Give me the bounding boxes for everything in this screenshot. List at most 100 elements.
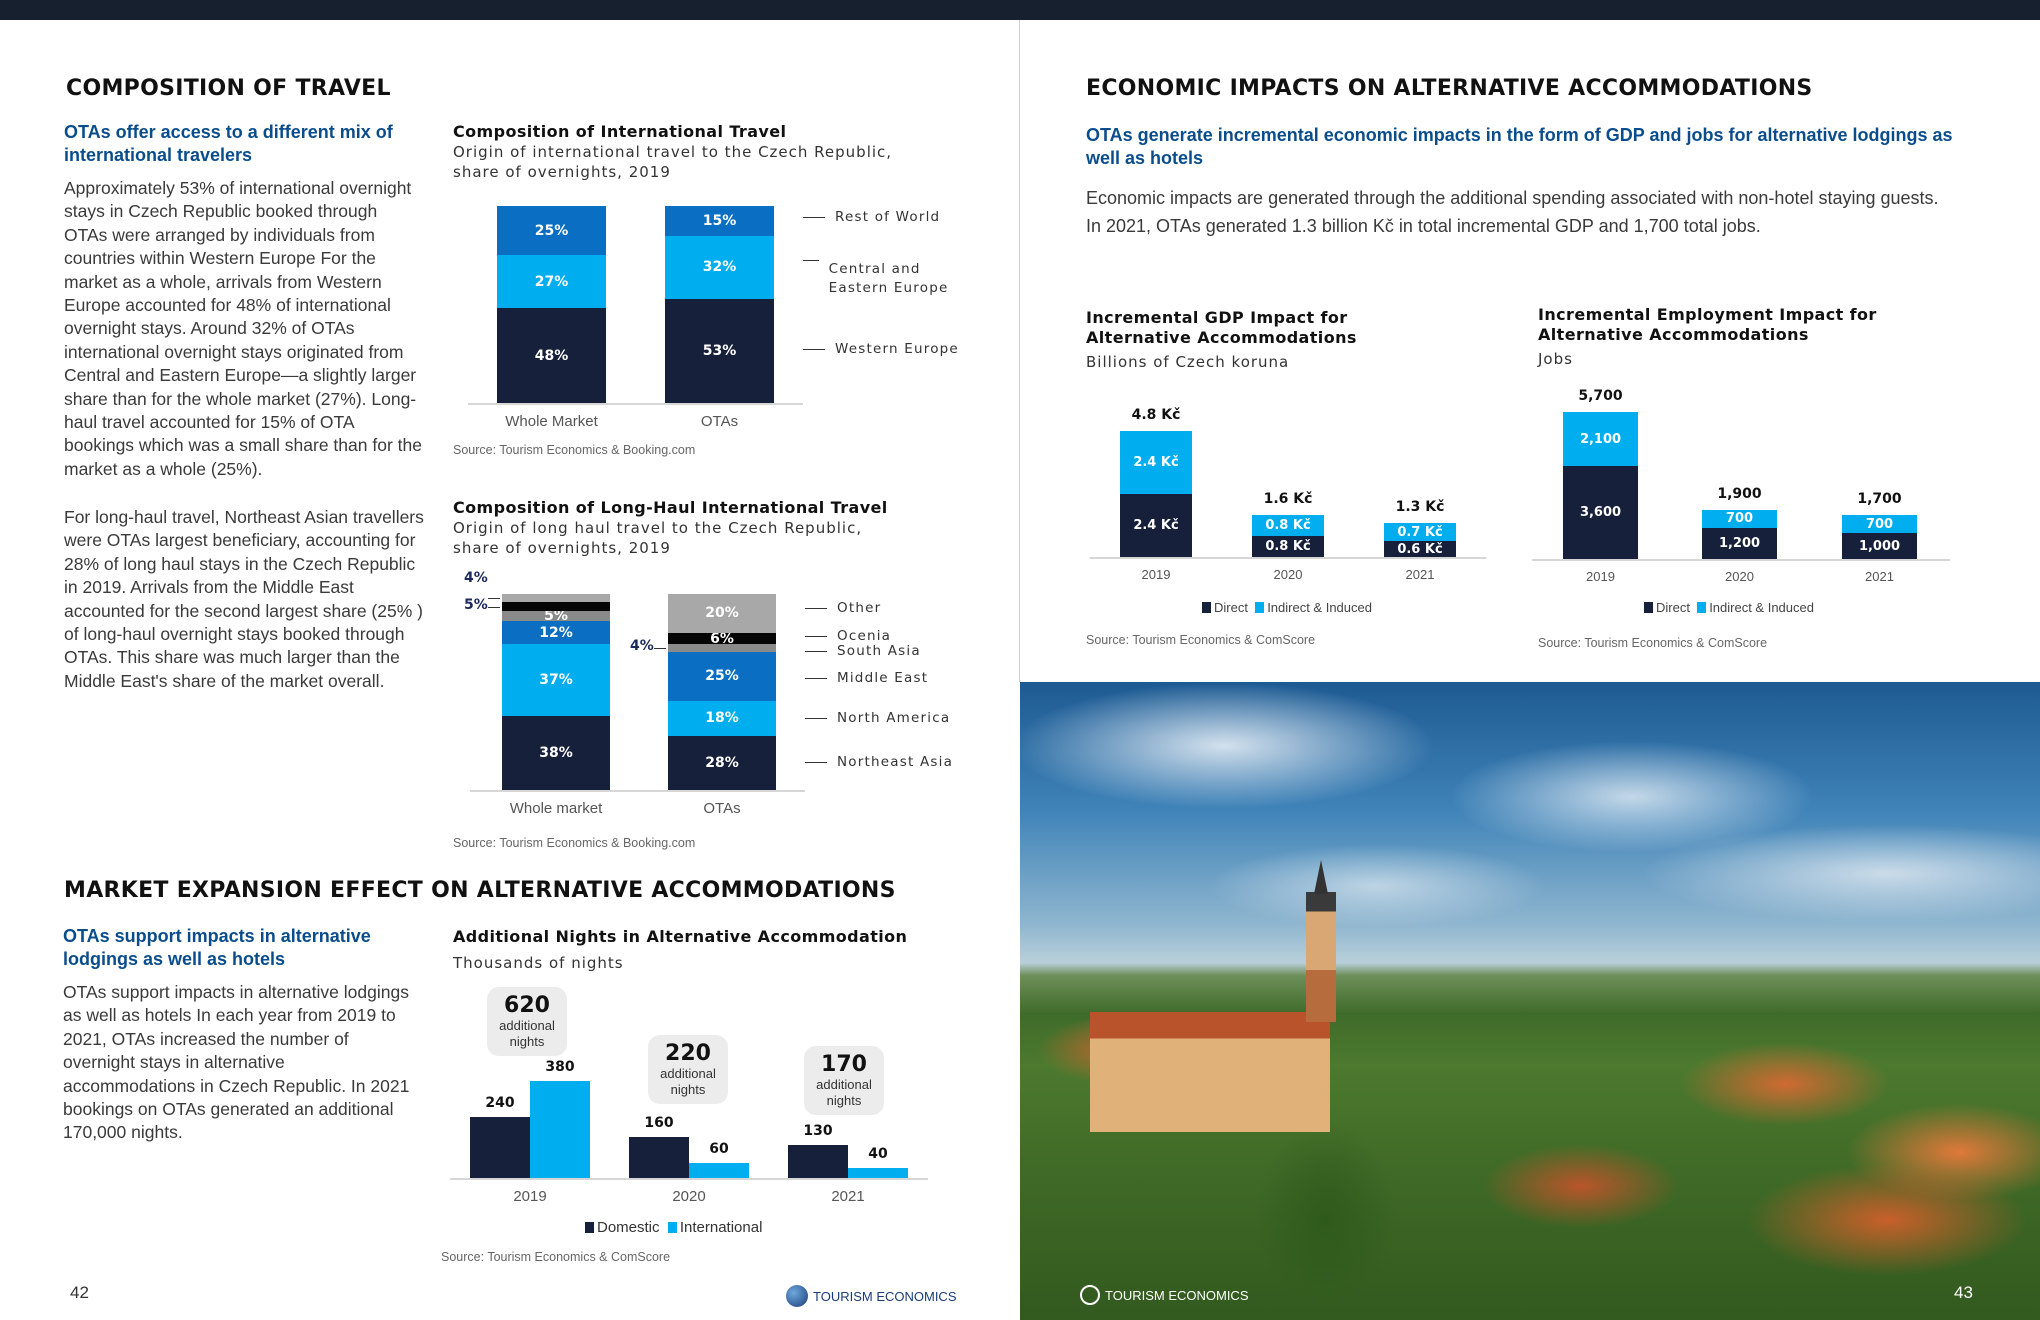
total-bubble: 620 additional nights (487, 987, 567, 1056)
bar-total: 1.3 Kč (1395, 498, 1445, 515)
x-axis (1532, 559, 1950, 561)
bar-value-label: 240 (485, 1094, 515, 1111)
bar-segment-western-europe: 53% (665, 298, 774, 403)
legend-label-rest-of-world: Rest of World (803, 209, 940, 225)
body-text: Approximately 53% of international overn… (64, 178, 422, 479)
bar-segment-northeast-asia: 38% (502, 716, 610, 790)
bar-segment-direct: 3,600 (1563, 466, 1638, 559)
bar-segment-ocenia: 6% (668, 631, 776, 647)
chart-longhaul: Composition of Long-Haul International T… (453, 498, 888, 558)
bar-segment-indirect-induced: 0.8 Kč (1252, 514, 1324, 536)
bar-segment-direct: 1,200 (1702, 528, 1777, 559)
logo: TOURISM ECONOMICS (1080, 1285, 1249, 1305)
bar-segment-north-america: 37% (502, 644, 610, 717)
bubble-caption: additional nights (499, 1018, 555, 1049)
bar-segment-rest-of-world: 15% (665, 206, 774, 236)
legend-label: Domestic (597, 1219, 660, 1236)
globe-icon (786, 1285, 808, 1307)
x-tick-label: 2020 (1725, 569, 1754, 584)
legend-label-middle-east: Middle East (805, 670, 928, 686)
bar-segment-direct: 1,000 (1842, 533, 1917, 559)
bar-value-label: 60 (709, 1140, 729, 1157)
legend-label-northeast-asia: Northeast Asia (805, 754, 953, 770)
bar-segment-middle-east: 25% (668, 652, 776, 701)
bar-segment-central-and-eastern-europe: 32% (665, 235, 774, 299)
total-bubble: 170 additional nights (804, 1046, 884, 1115)
chart-title: Composition of International Travel (453, 122, 787, 141)
x-tick-label: 2020 (1273, 567, 1303, 582)
bar-value-label: 130 (803, 1122, 833, 1139)
chart-subtitle: share of overnights, 2019 (453, 539, 671, 557)
section-subtitle: OTAs support impacts in alternative lodg… (63, 926, 371, 969)
legend-swatch-international (667, 1222, 677, 1233)
bar-total: 1.6 Kč (1263, 490, 1313, 507)
legend-label-ocenia: Ocenia (805, 628, 891, 644)
chart-international: Composition of International Travel Orig… (453, 122, 892, 182)
chart-source: Source: Tourism Economics & ComScore (1538, 636, 1768, 650)
body-text: For long-haul travel, Northeast Asian tr… (64, 507, 424, 691)
logo: TOURISM ECONOMICS (786, 1285, 957, 1307)
bar-segment-direct: 0.8 Kč (1252, 535, 1324, 557)
bar-domestic (629, 1137, 689, 1178)
bar-segment-central-and-eastern-europe: 27% (497, 255, 606, 309)
x-axis (470, 790, 805, 792)
body-text: Economic impacts are generated through t… (1086, 188, 1939, 236)
x-axis (468, 403, 803, 405)
x-tick-label: 2019 (1141, 567, 1171, 582)
bar-value-label: 380 (545, 1059, 575, 1076)
section-heading: COMPOSITION OF TRAVEL (66, 76, 391, 101)
chart-title: Incremental GDP Impact for Alternative A… (1086, 308, 1357, 347)
bar-segment-middle-east: 12% (502, 621, 610, 645)
chart-title: Incremental Employment Impact for Altern… (1538, 305, 1877, 344)
bar-total: 5,700 (1578, 387, 1623, 404)
chart-title: Composition of Long-Haul International T… (453, 498, 888, 517)
bar-segment-indirect-induced: 700 (1842, 515, 1917, 534)
chart-legend: Direct Indirect & Induced (1644, 600, 1814, 615)
page-number: 43 (1954, 1283, 1973, 1302)
x-tick-label: 2019 (513, 1188, 547, 1205)
castle-tower (1306, 892, 1336, 1022)
bubble-total: 220 (665, 1041, 711, 1066)
legend-label: Indirect & Induced (1709, 600, 1814, 615)
legend-swatch-indirect (1255, 602, 1265, 613)
chart-source: Source: Tourism Economics & Booking.com (453, 836, 696, 850)
bar-value-label: 40 (868, 1145, 888, 1162)
legend-swatch-domestic (585, 1222, 594, 1233)
x-tick-label: 2021 (1865, 569, 1894, 584)
legend-swatch-indirect (1697, 602, 1707, 613)
bar-international (689, 1162, 749, 1178)
chart-legend: Domestic International (585, 1219, 762, 1236)
bar-segment-ocenia (502, 601, 610, 612)
leader-line (488, 606, 500, 608)
chart-subtitle: Thousands of nights (453, 954, 624, 972)
legend-label-western-europe: Western Europe (803, 341, 959, 357)
segment-label: 5% (464, 596, 488, 613)
bar-segment-western-europe: 48% (497, 308, 606, 403)
legend-label: Direct (1656, 600, 1690, 615)
bar-segment-indirect-induced: 0.7 Kč (1384, 522, 1456, 542)
x-tick-label: 2021 (831, 1188, 865, 1205)
bar-international (848, 1167, 908, 1178)
leader-line (488, 597, 500, 599)
bar-total: 1,900 (1717, 485, 1762, 502)
tower-spire (1314, 860, 1328, 894)
legend-label-south-asia: South Asia (805, 643, 921, 659)
bar-segment-other: 20% (668, 594, 776, 633)
page-divider (1019, 20, 1020, 682)
total-bubble: 220 additional nights (648, 1035, 728, 1104)
bar-segment-northeast-asia: 28% (668, 735, 776, 790)
chart-legend: Direct Indirect & Induced (1202, 600, 1372, 615)
legend-label: Direct (1214, 600, 1248, 615)
x-tick-label: 2019 (1586, 569, 1615, 584)
chart-additional-nights: Additional Nights in Alternative Accommo… (453, 927, 907, 973)
bar-segment-indirect-induced: 2.4 Kč (1120, 430, 1192, 494)
logo-text: TOURISM ECONOMICS (1105, 1287, 1249, 1303)
bar-segment-direct: 2.4 Kč (1120, 493, 1192, 557)
section-heading: ECONOMIC IMPACTS ON ALTERNATIVE ACCOMMOD… (1086, 76, 1813, 101)
globe-icon (1080, 1285, 1100, 1305)
segment-label: 4% (464, 569, 488, 586)
x-tick-label: Whole Market (505, 413, 598, 430)
section-subtitle: OTAs generate incremental economic impac… (1086, 125, 1953, 168)
bar-international (530, 1081, 590, 1178)
bar-segment-north-america: 18% (668, 700, 776, 736)
